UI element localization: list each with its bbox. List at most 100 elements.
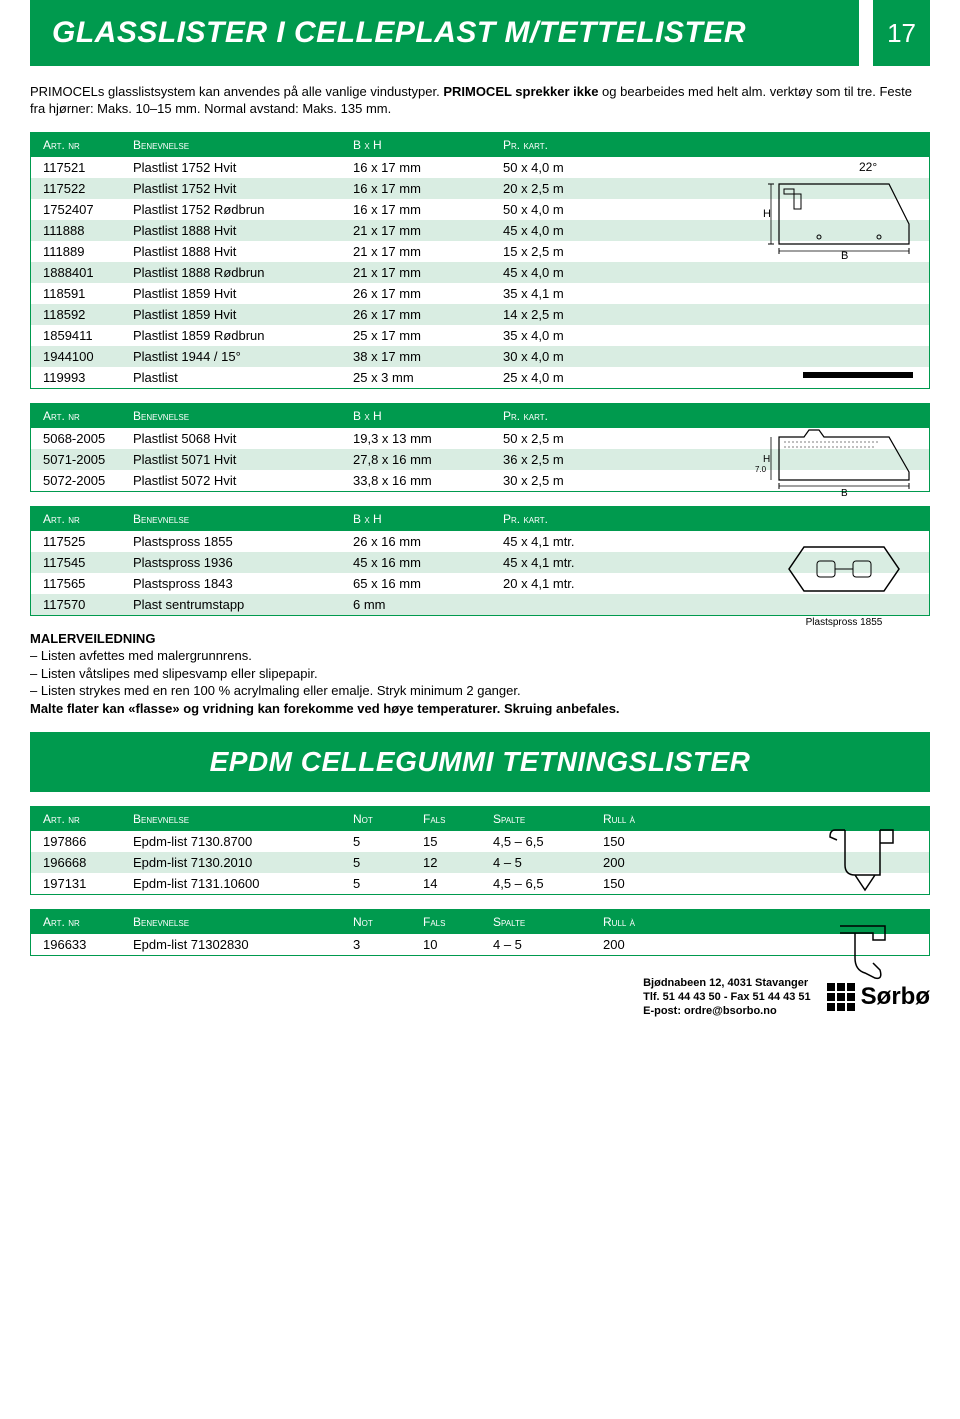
svg-text:H: H	[763, 454, 770, 465]
table-2: Art. nr Benevnelse B x H Pr. kart. 5068-…	[30, 403, 930, 492]
col-ben: Benevnelse	[129, 407, 349, 425]
profile-svg-2: H 7.0 B	[749, 422, 919, 500]
col-not: Not	[349, 913, 419, 931]
table-cell: 5072-2005	[39, 471, 129, 490]
col-bxh: B x H	[349, 136, 499, 154]
table-cell: Plastlist 1752 Hvit	[129, 158, 349, 177]
table-header: Art. nr Benevnelse B x H Pr. kart.	[31, 133, 929, 157]
col-spalte: Spalte	[489, 810, 599, 828]
maler-line-2: – Listen våtslipes med slipesvamp eller …	[30, 665, 930, 683]
table-5: Art. nr Benevnelse Not Fals Spalte Rull …	[30, 909, 930, 956]
table-cell	[499, 595, 659, 614]
table-cell: Plastspross 1843	[129, 574, 349, 593]
maler-line-4: Malte flater kan «flasse» og vridning ka…	[30, 701, 620, 716]
diagram-caption: Plastspross 1855	[769, 617, 919, 628]
table-4: Art. nr Benevnelse Not Fals Spalte Rull …	[30, 806, 930, 895]
table-cell: 197866	[39, 832, 129, 851]
table-cell: 35 x 4,0 m	[499, 326, 659, 345]
table-cell: 5	[349, 874, 419, 893]
profile-svg-1: 22° H B	[749, 159, 919, 259]
table-cell: 3	[349, 935, 419, 954]
table-cell: 45 x 4,0 m	[499, 263, 659, 282]
intro-text-bold: PRIMOCEL sprekker ikke	[443, 84, 598, 99]
table-1: Art. nr Benevnelse B x H Pr. kart. 11752…	[30, 132, 930, 389]
table-cell: 117545	[39, 553, 129, 572]
maler-line-1: – Listen avfettes med malergrunnrens.	[30, 647, 930, 665]
table-cell: 6 mm	[349, 595, 499, 614]
col-ben: Benevnelse	[129, 136, 349, 154]
table-cell: Plastlist 5071 Hvit	[129, 450, 349, 469]
table-cell: 16 x 17 mm	[349, 158, 499, 177]
table-cell: 26 x 17 mm	[349, 305, 499, 324]
col-rull: Rull à	[599, 913, 719, 931]
maler-section: MALERVEILEDNING – Listen avfettes med ma…	[30, 630, 930, 718]
col-spalte: Spalte	[489, 913, 599, 931]
table-cell: Plastlist	[129, 368, 349, 387]
col-art: Art. nr	[39, 913, 129, 931]
table-cell: 25 x 3 mm	[349, 368, 499, 387]
table-cell: 21 x 17 mm	[349, 263, 499, 282]
col-art: Art. nr	[39, 407, 129, 425]
table-cell: 19,3 x 13 mm	[349, 429, 499, 448]
col-rull: Rull à	[599, 810, 719, 828]
table-cell: 200	[599, 853, 719, 872]
table-row: 1944100Plastlist 1944 / 15°38 x 17 mm30 …	[31, 346, 929, 367]
col-ben: Benevnelse	[129, 810, 349, 828]
table-cell: 4,5 – 6,5	[489, 832, 599, 851]
table-cell: 21 x 17 mm	[349, 242, 499, 261]
table-cell: 21 x 17 mm	[349, 221, 499, 240]
profile-svg-3	[769, 527, 919, 617]
table-cell: 200	[599, 935, 719, 954]
table-cell: 35 x 4,1 m	[499, 284, 659, 303]
table-cell: 12	[419, 853, 489, 872]
table-cell: Plastlist 1888 Hvit	[129, 242, 349, 261]
table-cell: 45 x 4,1 mtr.	[499, 532, 659, 551]
table-cell: Plastlist 1859 Hvit	[129, 305, 349, 324]
col-bxh: B x H	[349, 407, 499, 425]
table-row: 118592Plastlist 1859 Hvit26 x 17 mm14 x …	[31, 304, 929, 325]
table-cell: Plastlist 5068 Hvit	[129, 429, 349, 448]
table-cell: 50 x 4,0 m	[499, 158, 659, 177]
table-cell: 15	[419, 832, 489, 851]
table-3: Art. nr Benevnelse B x H Pr. kart. 11752…	[30, 506, 930, 616]
footer-email: E-post: ordre@bsorbo.no	[643, 1004, 811, 1018]
table-cell: 5068-2005	[39, 429, 129, 448]
profile-diagram-2: H 7.0 B	[749, 422, 919, 500]
profile-diagram-3: Plastspross 1855	[769, 527, 919, 617]
table-cell: 25 x 17 mm	[349, 326, 499, 345]
table-cell: 16 x 17 mm	[349, 179, 499, 198]
table-cell: 20 x 4,1 mtr.	[499, 574, 659, 593]
table-cell: 33,8 x 16 mm	[349, 471, 499, 490]
page-title-banner: GLASSLISTER I CELLEPLAST M/TETTELISTER 1…	[30, 0, 930, 66]
page-footer: Bjødnabeen 12, 4031 Stavanger Tlf. 51 44…	[30, 976, 930, 1019]
svg-text:B: B	[841, 488, 848, 499]
col-not: Not	[349, 810, 419, 828]
table-cell: 25 x 4,0 m	[499, 368, 659, 387]
table-cell: Plastlist 1859 Rødbrun	[129, 326, 349, 345]
table-cell: 50 x 4,0 m	[499, 200, 659, 219]
table-cell: 196633	[39, 935, 129, 954]
table-cell: 197131	[39, 874, 129, 893]
bar-icon	[803, 370, 913, 380]
angle-label: 22°	[859, 160, 877, 174]
col-fals: Fals	[419, 913, 489, 931]
table-cell: 117521	[39, 158, 129, 177]
table-cell: 117570	[39, 595, 129, 614]
table-header: Art. nr Benevnelse Not Fals Spalte Rull …	[31, 910, 929, 934]
table-row: 197866Epdm-list 7130.87005154,5 – 6,5150	[31, 831, 929, 852]
table-cell: Epdm-list 71302830	[129, 935, 349, 954]
table-row: 119993Plastlist25 x 3 mm25 x 4,0 m	[31, 367, 929, 388]
table-cell: 118592	[39, 305, 129, 324]
table-cell: 65 x 16 mm	[349, 574, 499, 593]
table-cell: 1944100	[39, 347, 129, 366]
col-art: Art. nr	[39, 136, 129, 154]
table-cell: 50 x 2,5 m	[499, 429, 659, 448]
maler-title: MALERVEILEDNING	[30, 630, 930, 648]
maler-line-3: – Listen strykes med en ren 100 % acrylm…	[30, 682, 930, 700]
col-art: Art. nr	[39, 810, 129, 828]
page-number: 17	[867, 0, 930, 66]
table-cell: 150	[599, 832, 719, 851]
table-cell: 15 x 2,5 m	[499, 242, 659, 261]
table-cell: 4 – 5	[489, 853, 599, 872]
table-cell: 20 x 2,5 m	[499, 179, 659, 198]
